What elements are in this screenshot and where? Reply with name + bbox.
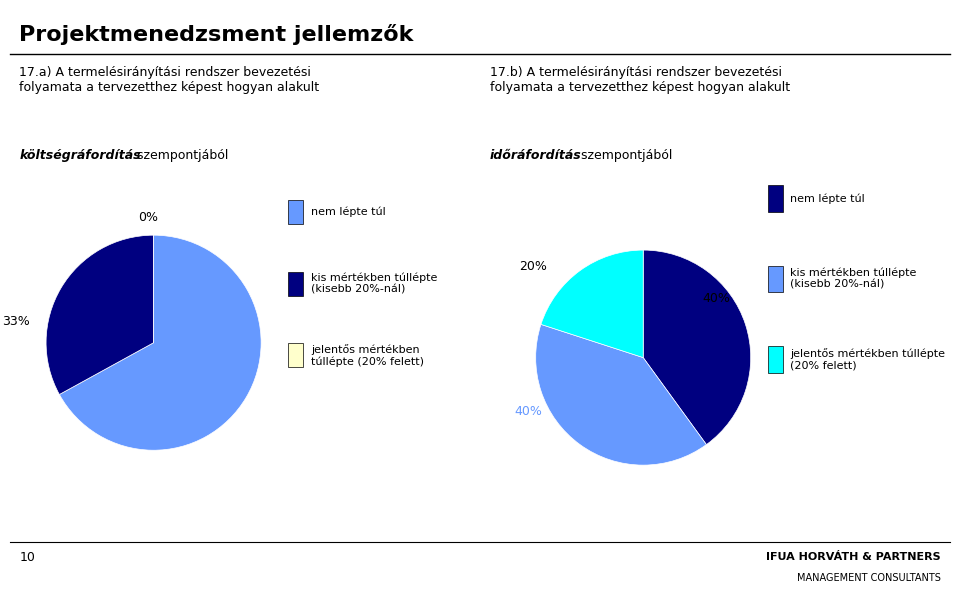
Text: 40%: 40% bbox=[515, 405, 542, 418]
Text: 17.a) A termelésirányítási rendszer bevezetési
folyamata a tervezetthez képest h: 17.a) A termelésirányítási rendszer beve… bbox=[19, 66, 320, 108]
Text: Projektmenedzsment jellemzők: Projektmenedzsment jellemzők bbox=[19, 24, 414, 45]
Text: 20%: 20% bbox=[519, 260, 547, 273]
Text: szempontjából: szempontjából bbox=[577, 149, 672, 162]
Wedge shape bbox=[46, 235, 154, 395]
Wedge shape bbox=[540, 250, 643, 358]
Text: szempontjából: szempontjából bbox=[133, 149, 228, 162]
Text: 10: 10 bbox=[19, 551, 36, 564]
Text: 0%: 0% bbox=[138, 212, 158, 225]
Bar bbox=[288, 272, 303, 296]
Text: kis mértékben túllépte
(kisebb 20%-nál): kis mértékben túllépte (kisebb 20%-nál) bbox=[311, 272, 438, 295]
Text: nem lépte túl: nem lépte túl bbox=[790, 193, 865, 204]
Bar bbox=[768, 185, 782, 212]
Text: 17.b) A termelésirányítási rendszer bevezetési
folyamata a tervezetthez képest h: 17.b) A termelésirányítási rendszer beve… bbox=[490, 66, 790, 108]
Bar bbox=[768, 346, 782, 373]
Bar bbox=[288, 200, 303, 224]
Text: költségráfordítás: költségráfordítás bbox=[19, 149, 141, 162]
Text: IFUA HORVÁTH & PARTNERS: IFUA HORVÁTH & PARTNERS bbox=[766, 552, 941, 562]
Bar bbox=[768, 266, 782, 293]
Text: 67%: 67% bbox=[191, 384, 219, 398]
Text: MANAGEMENT CONSULTANTS: MANAGEMENT CONSULTANTS bbox=[797, 573, 941, 583]
Wedge shape bbox=[643, 250, 751, 445]
Text: kis mértékben túllépte
(kisebb 20%-nál): kis mértékben túllépte (kisebb 20%-nál) bbox=[790, 268, 916, 290]
Text: 33%: 33% bbox=[2, 315, 30, 328]
Bar bbox=[288, 343, 303, 367]
Wedge shape bbox=[60, 235, 261, 450]
Text: időráfordítás: időráfordítás bbox=[490, 149, 582, 162]
Text: jelentős mértékben
túllépte (20% felett): jelentős mértékben túllépte (20% felett) bbox=[311, 344, 424, 367]
Text: nem lépte túl: nem lépte túl bbox=[311, 207, 386, 218]
Text: jelentős mértékben túllépte
(20% felett): jelentős mértékben túllépte (20% felett) bbox=[790, 348, 945, 371]
Wedge shape bbox=[536, 324, 707, 465]
Text: 40%: 40% bbox=[703, 292, 731, 305]
